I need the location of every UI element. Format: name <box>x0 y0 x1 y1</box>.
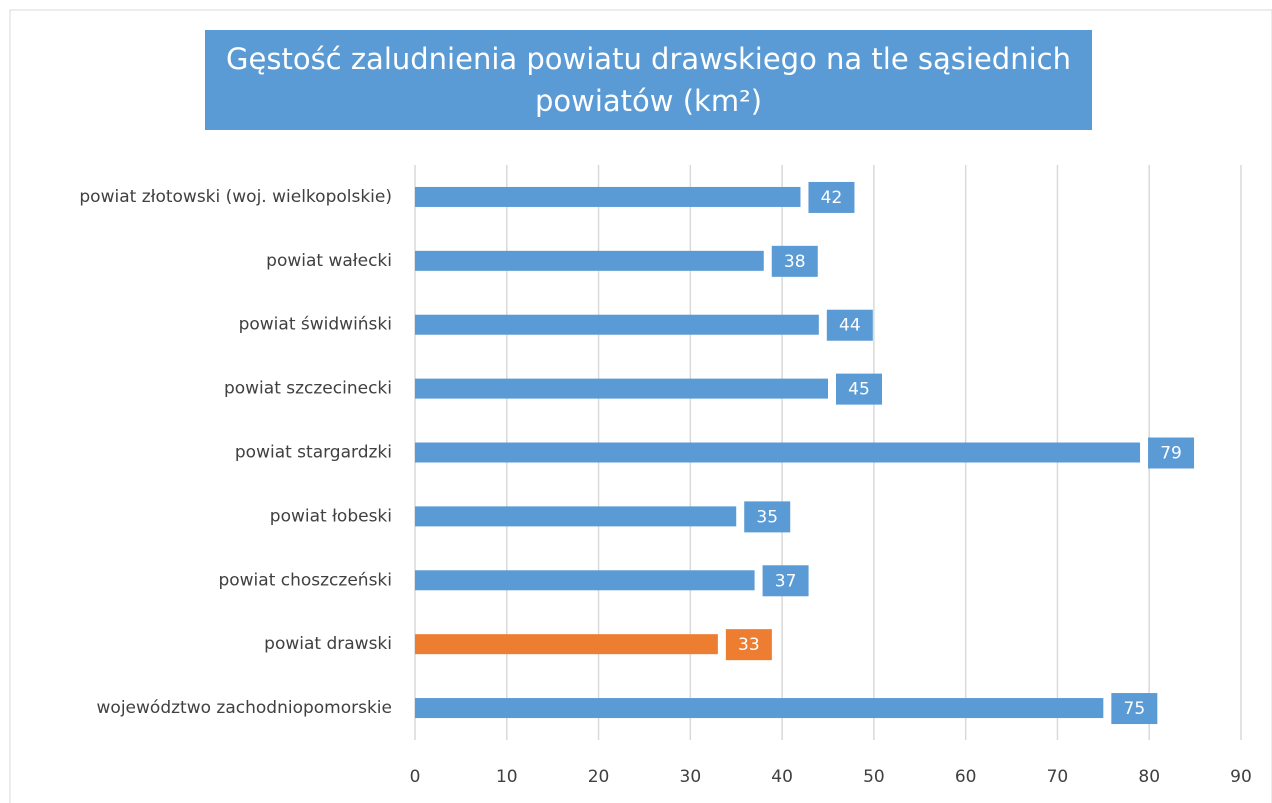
data-label-box <box>836 373 882 405</box>
chart-title: Gęstość zaludnienia powiatu drawskiego n… <box>205 30 1092 130</box>
data-label-box <box>744 501 791 533</box>
x-tick-label: 70 <box>1047 767 1069 787</box>
bar <box>415 314 819 335</box>
y-tick-label: powiat łobeski <box>270 506 392 526</box>
chart-border <box>9 9 1272 803</box>
data-label: 33 <box>738 635 760 655</box>
y-tick-label: powiat złotowski (woj. wielkopolskie) <box>79 187 392 207</box>
data-label-box <box>1111 693 1158 725</box>
x-tick-label: 50 <box>863 767 885 787</box>
bar <box>415 570 755 591</box>
bar <box>415 506 737 527</box>
y-tick-label: powiat szczecinecki <box>224 379 392 399</box>
bar <box>415 186 801 207</box>
x-tick-label: 0 <box>410 767 421 787</box>
data-label: 44 <box>839 316 861 336</box>
x-tick-label: 20 <box>588 767 610 787</box>
data-label-box <box>771 245 818 277</box>
y-tick-label: województwo zachodniopomorskie <box>97 698 392 718</box>
data-label-box <box>725 629 772 661</box>
x-tick-label: 10 <box>496 767 518 787</box>
x-tick-label: 90 <box>1230 767 1252 787</box>
y-tick-label: powiat drawski <box>264 634 392 654</box>
bar <box>415 378 828 399</box>
data-label-box <box>1148 437 1195 469</box>
y-tick-label: powiat choszczeński <box>218 570 392 590</box>
data-label-box <box>762 565 809 597</box>
data-label: 42 <box>821 188 843 208</box>
bar <box>415 250 764 271</box>
data-label: 37 <box>775 571 797 591</box>
bar <box>415 442 1141 463</box>
data-label: 79 <box>1160 444 1182 464</box>
data-label: 38 <box>784 252 806 272</box>
y-tick-label: powiat świdwiński <box>239 315 392 335</box>
data-label-box <box>808 181 855 213</box>
data-label: 75 <box>1124 699 1146 719</box>
data-label: 35 <box>756 507 778 527</box>
y-tick-label: powiat wałecki <box>266 251 392 271</box>
x-tick-label: 40 <box>771 767 793 787</box>
x-tick-label: 60 <box>955 767 977 787</box>
x-tick-label: 30 <box>680 767 702 787</box>
data-label-box <box>826 309 873 341</box>
data-label: 45 <box>848 380 870 400</box>
bar <box>415 634 718 655</box>
y-tick-label: powiat stargardzki <box>235 443 392 463</box>
bar <box>415 698 1104 719</box>
x-tick-label: 80 <box>1138 767 1160 787</box>
